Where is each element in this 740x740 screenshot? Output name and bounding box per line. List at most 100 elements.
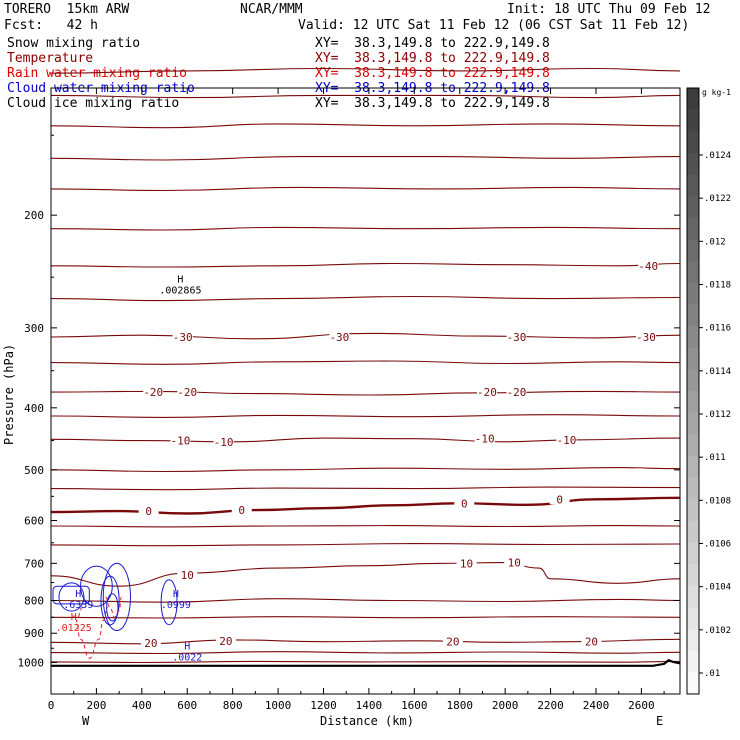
temperature-contour-25 bbox=[50, 660, 681, 664]
colorbar-swatch bbox=[687, 88, 699, 111]
colorbar-tick-label: .0104 bbox=[704, 583, 731, 593]
contour-label: -30 bbox=[173, 331, 193, 344]
extremum-marker: H bbox=[184, 642, 190, 653]
contour-label-bg bbox=[231, 504, 252, 516]
colorbar: .0124 .0122 .012 .0118 .0116 .0114 .0112 .011 .0… bbox=[686, 87, 731, 695]
contour-label-bg bbox=[635, 330, 656, 342]
contour-label-bg bbox=[143, 386, 164, 398]
temperature-contour--35 bbox=[50, 295, 681, 302]
x-tick-label: 0 bbox=[48, 699, 55, 712]
contour-label-bg bbox=[549, 493, 570, 505]
cloud-water-contour bbox=[58, 582, 85, 612]
colorbar-tick-label: .0106 bbox=[704, 540, 731, 550]
cloud-water-contour bbox=[52, 585, 90, 605]
colorbar-swatch bbox=[687, 282, 699, 305]
y-tick-label: 600 bbox=[24, 515, 44, 528]
y-tick-label: 200 bbox=[24, 209, 44, 222]
contour-label-bg bbox=[556, 433, 577, 445]
contour-label-bg bbox=[215, 634, 236, 646]
colorbar-tick-label: .012 bbox=[704, 237, 726, 247]
contour-label: 0 bbox=[461, 497, 468, 510]
contour-label: 0 bbox=[145, 505, 152, 518]
colorbar-swatch bbox=[687, 369, 699, 392]
contour-label-bg bbox=[581, 635, 602, 647]
colorbar-swatch bbox=[687, 239, 699, 262]
extremum-marker: H bbox=[173, 589, 179, 600]
temperature-contour-10 bbox=[50, 562, 681, 587]
x-tick-label: 1800 bbox=[446, 699, 473, 712]
contour-label: -10 bbox=[170, 435, 190, 448]
contour-label-bg bbox=[177, 569, 198, 581]
hydrometeor-contours bbox=[52, 562, 178, 659]
temperature-contour--55 bbox=[50, 123, 681, 129]
field-cloud-ice-xy: XY= 38.3,149.8 to 222.9,149.8 bbox=[315, 96, 550, 111]
contour-label-bg bbox=[177, 386, 198, 398]
contour-label-bg bbox=[474, 432, 495, 444]
temperature-contours bbox=[50, 67, 681, 664]
x-tick-label: 1600 bbox=[401, 699, 428, 712]
field-snow-xy: XY= 38.3,149.8 to 222.9,149.8 bbox=[315, 36, 550, 51]
extremum-value: .002865 bbox=[159, 286, 201, 297]
extremum-marker: H bbox=[71, 612, 77, 623]
colorbar-unit: g kg-1 bbox=[702, 88, 731, 97]
field-snow-name: Snow mixing ratio bbox=[7, 36, 141, 51]
colorbar-tick-label: .0118 bbox=[704, 281, 731, 291]
colorbar-swatch bbox=[687, 131, 699, 154]
colorbar-tick-label: .0114 bbox=[704, 367, 731, 377]
contour-label: -30 bbox=[507, 331, 527, 344]
contour-label-bg bbox=[476, 386, 497, 398]
colorbar-swatch bbox=[687, 196, 699, 219]
field-cloud-water-name: Cloud water mixing ratio bbox=[7, 81, 195, 96]
temperature-contour--45 bbox=[50, 226, 681, 231]
y-tick-label: 1000 bbox=[18, 657, 45, 670]
contour-label-bg bbox=[140, 636, 161, 648]
fcst-label: Fcst: 42 h bbox=[4, 18, 98, 33]
contour-label-bg bbox=[504, 556, 525, 568]
contour-label-bg bbox=[138, 505, 159, 517]
terrain-line bbox=[51, 659, 681, 667]
y-tick-label: 400 bbox=[24, 402, 44, 415]
contour-label-bg bbox=[506, 330, 527, 342]
contour-label: 10 bbox=[508, 557, 521, 570]
temperature-contour--60 bbox=[50, 94, 681, 99]
y-tick-label: 700 bbox=[24, 557, 44, 570]
colorbar-swatch bbox=[687, 629, 699, 652]
contour-label: 0 bbox=[556, 493, 563, 506]
contour-label: 20 bbox=[585, 636, 598, 649]
colorbar-tick-label: .0122 bbox=[704, 194, 731, 204]
colorbar-swatch bbox=[687, 564, 699, 587]
contour-label: -20 bbox=[507, 386, 527, 399]
colorbar-swatch bbox=[687, 304, 699, 327]
colorbar-swatch bbox=[687, 607, 699, 630]
contour-label: 20 bbox=[144, 637, 157, 650]
x-tick-label: 1400 bbox=[356, 699, 383, 712]
temperature-contour-5 bbox=[50, 543, 681, 547]
extremum-marker: H bbox=[177, 275, 183, 286]
colorbar-swatch bbox=[687, 542, 699, 565]
x-tick-label: 1000 bbox=[265, 699, 292, 712]
x-tick-label: 2400 bbox=[583, 699, 610, 712]
init-label: Init: 18 UTC Thu 09 Feb 12 bbox=[507, 2, 711, 17]
contour-label: -20 bbox=[477, 386, 497, 399]
extremum-marker: H bbox=[75, 589, 81, 600]
colorbar-tick-label: .011 bbox=[704, 453, 726, 463]
temperature-contour--40 bbox=[50, 262, 681, 268]
contour-label-bg bbox=[456, 557, 477, 569]
model-label: TORERO 15km ARW bbox=[4, 2, 130, 17]
contour-label-bg bbox=[213, 435, 234, 447]
y-tick-label: 300 bbox=[24, 322, 44, 335]
colorbar-tick-label: .0112 bbox=[704, 410, 731, 420]
valid-label: Valid: 12 UTC Sat 11 Feb 12 (06 CST Sat … bbox=[298, 18, 690, 33]
colorbar-swatch bbox=[687, 412, 699, 435]
colorbar-swatch bbox=[687, 434, 699, 457]
contour-label: 20 bbox=[446, 636, 459, 649]
cloud-water-contour bbox=[160, 579, 178, 626]
contour-label: 0 bbox=[238, 504, 245, 517]
colorbar-swatch bbox=[687, 585, 699, 608]
colorbar-tick-label: .0116 bbox=[704, 324, 731, 334]
colorbar-swatch bbox=[687, 477, 699, 500]
colorbar-swatch bbox=[687, 520, 699, 543]
x-tick-label: 400 bbox=[132, 699, 152, 712]
contour-label: 10 bbox=[181, 569, 194, 582]
